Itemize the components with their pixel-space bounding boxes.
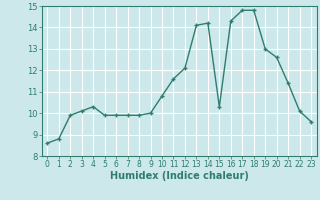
X-axis label: Humidex (Indice chaleur): Humidex (Indice chaleur)	[110, 171, 249, 181]
